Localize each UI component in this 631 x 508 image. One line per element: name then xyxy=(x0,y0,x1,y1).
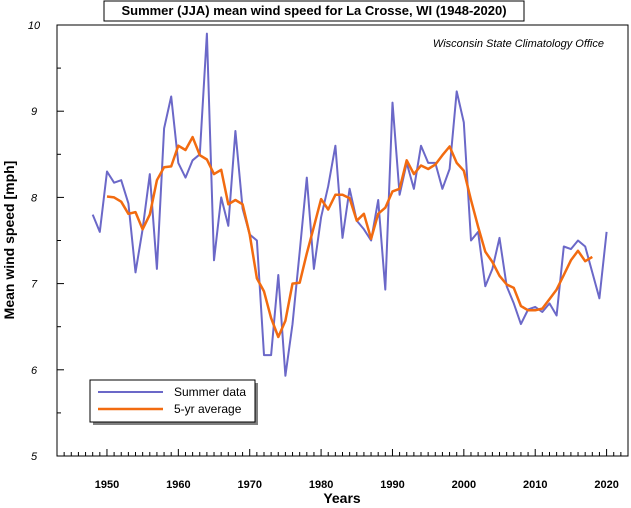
legend-label-5yr-average: 5-yr average xyxy=(174,402,242,416)
chart-title: Summer (JJA) mean wind speed for La Cros… xyxy=(121,3,506,18)
legend-box xyxy=(89,379,256,423)
x-tick-label: 2010 xyxy=(523,479,547,491)
source-annotation: Wisconsin State Climatology Office xyxy=(433,38,604,50)
x-tick-label: 1990 xyxy=(380,479,404,491)
x-tick-label: 2000 xyxy=(452,479,476,491)
y-axis-ticks: 5 6 7 8 9 10 xyxy=(28,20,64,463)
legend: Summer data 5-yr average xyxy=(89,379,258,425)
y-axis-label: Mean wind speed [mph] xyxy=(1,161,17,320)
y-tick-label: 5 xyxy=(31,451,38,463)
x-axis-ticks: 1950 1960 1970 1980 1990 2000 2010 2020 xyxy=(56,449,629,491)
series-line-5yr-average xyxy=(106,135,593,339)
x-tick-label: 1950 xyxy=(95,479,119,491)
x-tick-label: 2020 xyxy=(594,479,618,491)
y-tick-label: 7 xyxy=(31,279,38,291)
y-tick-label: 9 xyxy=(31,106,37,118)
series-line-summer-data xyxy=(91,32,608,377)
legend-label-summer-data: Summer data xyxy=(174,385,246,399)
x-tick-label: 1970 xyxy=(237,479,261,491)
y-tick-label: 10 xyxy=(28,20,41,32)
chart-title-box xyxy=(103,0,525,22)
y-tick-label: 6 xyxy=(31,365,38,377)
series-layer xyxy=(91,32,608,377)
x-tick-label: 1980 xyxy=(309,479,333,491)
x-tick-label: 1960 xyxy=(166,479,190,491)
y-tick-label: 8 xyxy=(31,192,38,204)
x-axis-label: Years xyxy=(323,490,361,506)
